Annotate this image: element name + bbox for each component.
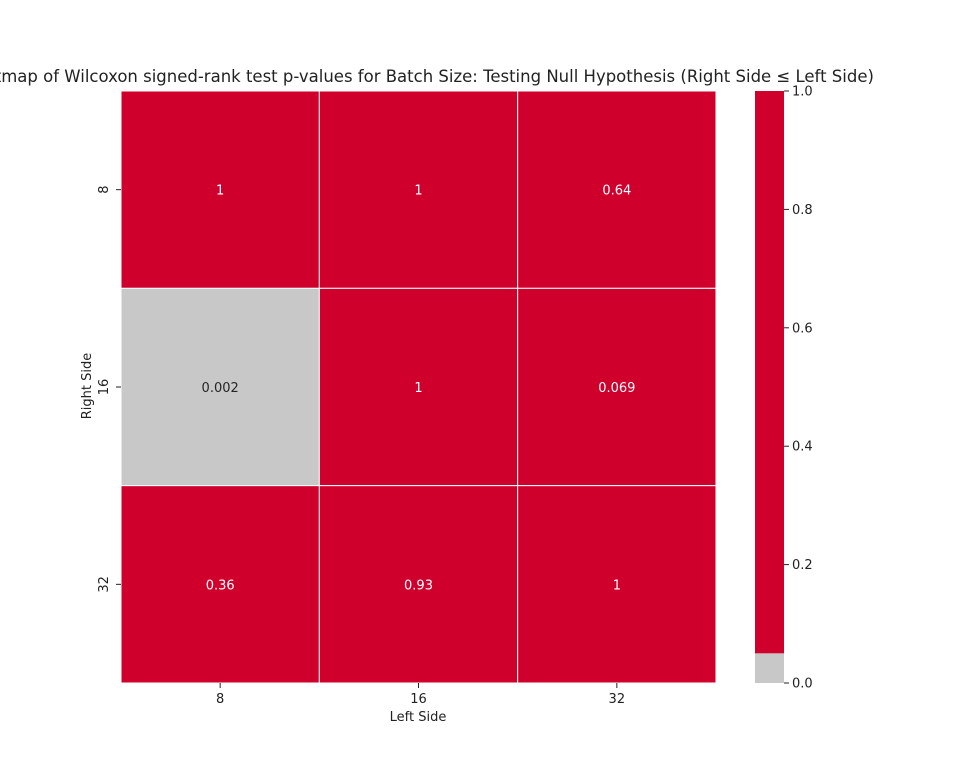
colorbar-tick-label: 0.6 bbox=[792, 321, 813, 336]
x-tick-label: 16 bbox=[410, 692, 427, 707]
colorbar bbox=[755, 91, 784, 683]
x-tick-label: 32 bbox=[609, 692, 626, 707]
y-tick-label: 16 bbox=[97, 379, 112, 396]
colorbar-segment-below-threshold bbox=[755, 653, 784, 683]
cell-value-label: 0.36 bbox=[206, 578, 235, 593]
heatmap-cell bbox=[318, 485, 519, 684]
y-axis-label: Right Side bbox=[80, 353, 95, 419]
cell-value-label: 0.002 bbox=[202, 381, 239, 396]
colorbar-tick-label: 0.2 bbox=[792, 558, 813, 573]
cell-value-label: 0.93 bbox=[404, 578, 433, 593]
x-axis-label: Left Side bbox=[390, 710, 447, 725]
heatmap-cells bbox=[120, 90, 717, 684]
y-axis-ticks: 8 16 32 bbox=[97, 186, 121, 593]
heatmap-cell-labels: 1 1 0.64 0.002 1 0.069 0.36 0.93 1 bbox=[202, 184, 636, 594]
cell-value-label: 0.64 bbox=[602, 184, 631, 199]
cell-value-label: 1 bbox=[414, 184, 422, 199]
heatmap-cell bbox=[120, 287, 320, 487]
cell-value-label: 0.069 bbox=[598, 381, 635, 396]
colorbar-ticks: 0.0 0.2 0.4 0.6 0.8 1.0 bbox=[784, 85, 813, 692]
heatmap-cell bbox=[120, 90, 320, 289]
colorbar-tick-label: 1.0 bbox=[792, 85, 813, 100]
colorbar-tick-label: 0.8 bbox=[792, 203, 813, 218]
y-tick-label: 8 bbox=[97, 186, 112, 194]
heatmap-cell bbox=[517, 287, 717, 487]
heatmap-cell bbox=[517, 90, 717, 289]
heatmap-cell bbox=[120, 485, 320, 684]
x-tick-label: 8 bbox=[216, 692, 224, 707]
x-axis-ticks: 8 16 32 bbox=[216, 683, 625, 707]
colorbar-tick-label: 0.0 bbox=[792, 677, 813, 692]
cell-value-label: 1 bbox=[613, 578, 621, 593]
chart-title: Heatmap of Wilcoxon signed-rank test p-v… bbox=[0, 67, 874, 86]
heatmap-cell bbox=[318, 90, 519, 289]
cell-value-label: 1 bbox=[216, 184, 224, 199]
colorbar-segment-significant-above bbox=[755, 91, 784, 654]
cell-value-label: 1 bbox=[414, 381, 422, 396]
colorbar-tick-label: 0.4 bbox=[792, 440, 813, 455]
y-tick-label: 32 bbox=[97, 576, 112, 593]
heatmap-cell bbox=[318, 287, 519, 487]
